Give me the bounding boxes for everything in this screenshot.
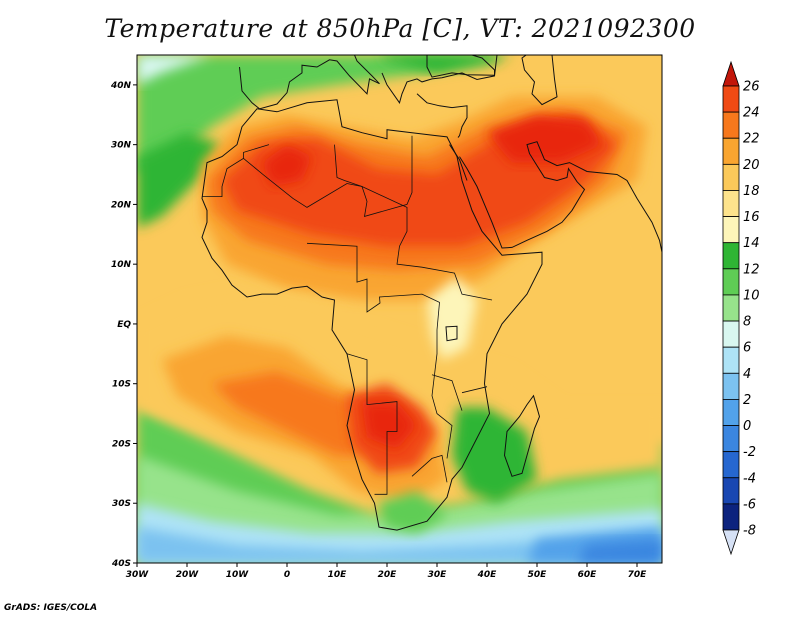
- temperature-field: [137, 55, 662, 563]
- colorbar-swatch: [722, 85, 740, 113]
- lon-tick-label: 50E: [528, 570, 548, 580]
- europe-coastline: [239, 55, 380, 110]
- lon-tick-label: 30W: [126, 570, 150, 580]
- colorbar-swatch: [722, 294, 740, 322]
- colorbar-label: 24: [743, 106, 760, 121]
- colorbar-label: 8: [743, 315, 751, 330]
- lon-tick-label: 70E: [628, 570, 648, 580]
- colorbar-swatch: [722, 477, 740, 505]
- temperature-contour-6-7: [137, 55, 212, 85]
- colorbar-label: 2: [743, 393, 751, 408]
- colorbar-swatch: [722, 346, 740, 374]
- lat-tick-label: EQ: [117, 320, 131, 330]
- levant-coastline: [416, 93, 468, 138]
- lon-tick-label: 0: [284, 570, 290, 580]
- colorbar-label: -8: [743, 524, 756, 539]
- colorbar-swatch: [722, 216, 740, 244]
- lon-tick-label: 10E: [328, 570, 348, 580]
- colorbar-label: 22: [743, 132, 760, 147]
- colorbar-label: -4: [743, 471, 756, 486]
- colorbar-top-arrow: [722, 60, 740, 87]
- chart-title: Temperature at 850hPa [C], VT: 202109230…: [104, 14, 696, 43]
- temperature-contour-22-17: [212, 371, 387, 456]
- lat-tick-label: 10S: [112, 380, 131, 390]
- country-border-4: [346, 353, 398, 495]
- balkans-coastline: [381, 55, 498, 104]
- colorbar-swatch: [722, 268, 740, 296]
- credit-label: GrADS: IGES/COLA: [4, 603, 98, 613]
- temperature-contour-2-3: [137, 527, 662, 563]
- temperature-contour-10-22: [377, 491, 447, 534]
- colorbar-swatch: [722, 242, 740, 270]
- temperature-contour-10-6: [137, 55, 497, 175]
- temperature-contour-12-20: [452, 407, 537, 504]
- colorbar-swatch: [722, 320, 740, 348]
- map-frame: [136, 54, 663, 564]
- lon-tick-label: 60E: [578, 570, 598, 580]
- temperature-contour-14-21: [427, 276, 477, 360]
- colorbar-label: 12: [743, 262, 760, 277]
- colorbar-swatch: [722, 503, 740, 531]
- colorbar-swatch: [722, 451, 740, 479]
- lon-tick-label: 10W: [226, 570, 250, 580]
- colorbar-label: 16: [743, 210, 760, 225]
- colorbar-label: -6: [743, 497, 756, 512]
- temperature-contour-26-13: [487, 114, 602, 163]
- lat-tick-label: 20N: [111, 200, 132, 210]
- black-sea-coastline: [426, 55, 495, 78]
- temperature-contour-26-19: [362, 401, 417, 450]
- colorbar-swatch: [722, 111, 740, 139]
- coastlines: [201, 55, 662, 531]
- colorbar-label: 0: [743, 419, 751, 434]
- country-border-3: [306, 242, 453, 459]
- country-border-2: [334, 144, 493, 301]
- temperature-contour-26-14: [262, 144, 312, 187]
- colorbar-label: 10: [743, 288, 760, 303]
- colorbar-swatch: [722, 137, 740, 165]
- lat-tick-label: 20S: [112, 439, 131, 449]
- lat-tick-label: 40S: [111, 559, 131, 569]
- colorbar-bottom-arrow: [722, 529, 740, 556]
- temperature-contour-12-9: [377, 55, 512, 73]
- colorbar-swatch: [722, 372, 740, 400]
- colorbar-swatch: [722, 425, 740, 453]
- lon-tick-label: 20E: [378, 570, 398, 580]
- colorbar-label: 14: [743, 236, 760, 251]
- lat-tick-label: 40N: [110, 81, 132, 91]
- colorbar-swatch: [722, 399, 740, 426]
- africa-coastline: [201, 99, 543, 531]
- lon-tick-label: 40E: [477, 570, 498, 580]
- colorbar-label: 18: [743, 184, 760, 199]
- colorbar-swatch: [722, 190, 740, 217]
- country-border-7: [431, 374, 463, 411]
- colorbar-label: 26: [743, 80, 760, 95]
- temperature-contour--2-5: [577, 539, 662, 563]
- red-sea-coastline: [449, 144, 468, 181]
- country-border-6: [461, 386, 488, 394]
- country-border-1: [202, 144, 270, 198]
- colorbar-label: 4: [743, 367, 751, 382]
- lon-tick-label: 30E: [428, 570, 448, 580]
- lat-tick-label: 30S: [112, 499, 131, 509]
- lon-tick-label: 20W: [176, 570, 200, 580]
- caspian-coastline: [521, 55, 558, 106]
- colorbar-label: 20: [743, 158, 760, 173]
- lat-tick-label: 30N: [111, 141, 132, 151]
- madagascar-coastline: [503, 394, 541, 477]
- temperature-contour-12-8: [137, 132, 222, 229]
- colorbar-label: -2: [743, 445, 756, 460]
- lat-tick-label: 10N: [111, 260, 132, 270]
- colorbar-swatch: [722, 163, 740, 191]
- lake-victoria: [445, 325, 458, 342]
- country-border-5: [411, 454, 448, 483]
- colorbar-label: 6: [743, 341, 751, 356]
- arabia-coastline: [459, 141, 662, 253]
- latitude-axis: 40N 30N 20N 10N EQ 10S 20S 30S 40S: [110, 81, 137, 569]
- longitude-axis: 30W 20W 10W 0 10E 20E 30E 40E 50E 60E 70E: [126, 563, 647, 580]
